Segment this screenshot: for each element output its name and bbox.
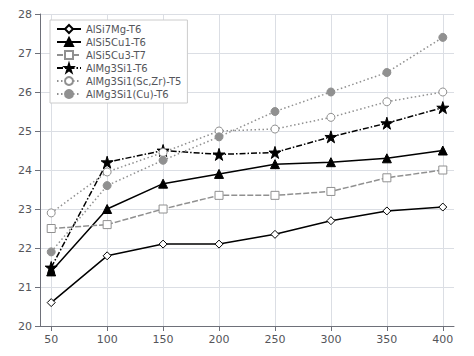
svg-text:27: 27	[18, 47, 32, 60]
svg-text:23: 23	[18, 203, 32, 216]
svg-text:20: 20	[18, 320, 32, 333]
svg-text:AlSi7Mg-T6: AlSi7Mg-T6	[86, 24, 141, 35]
svg-text:150: 150	[153, 333, 174, 346]
svg-text:AlMg3Si1(Cu)-T6: AlMg3Si1(Cu)-T6	[86, 89, 169, 100]
svg-text:400: 400	[432, 333, 453, 346]
svg-text:AlMg3Si1-T6: AlMg3Si1-T6	[86, 63, 148, 74]
svg-text:350: 350	[376, 333, 397, 346]
svg-text:28: 28	[18, 8, 32, 21]
svg-text:AlSi5Cu1-T6: AlSi5Cu1-T6	[86, 37, 146, 48]
svg-text:AlSi5Cu3-T7: AlSi5Cu3-T7	[86, 50, 146, 61]
svg-text:24: 24	[18, 164, 32, 177]
svg-text:50: 50	[44, 333, 58, 346]
svg-text:21: 21	[18, 281, 32, 294]
svg-text:22: 22	[18, 242, 32, 255]
svg-text:250: 250	[264, 333, 285, 346]
svg-text:100: 100	[97, 333, 118, 346]
svg-text:26: 26	[18, 86, 32, 99]
svg-text:200: 200	[209, 333, 230, 346]
svg-text:25: 25	[18, 125, 32, 138]
svg-text:AlMg3Si1(Sc,Zr)-T5: AlMg3Si1(Sc,Zr)-T5	[86, 76, 181, 87]
svg-text:300: 300	[320, 333, 341, 346]
